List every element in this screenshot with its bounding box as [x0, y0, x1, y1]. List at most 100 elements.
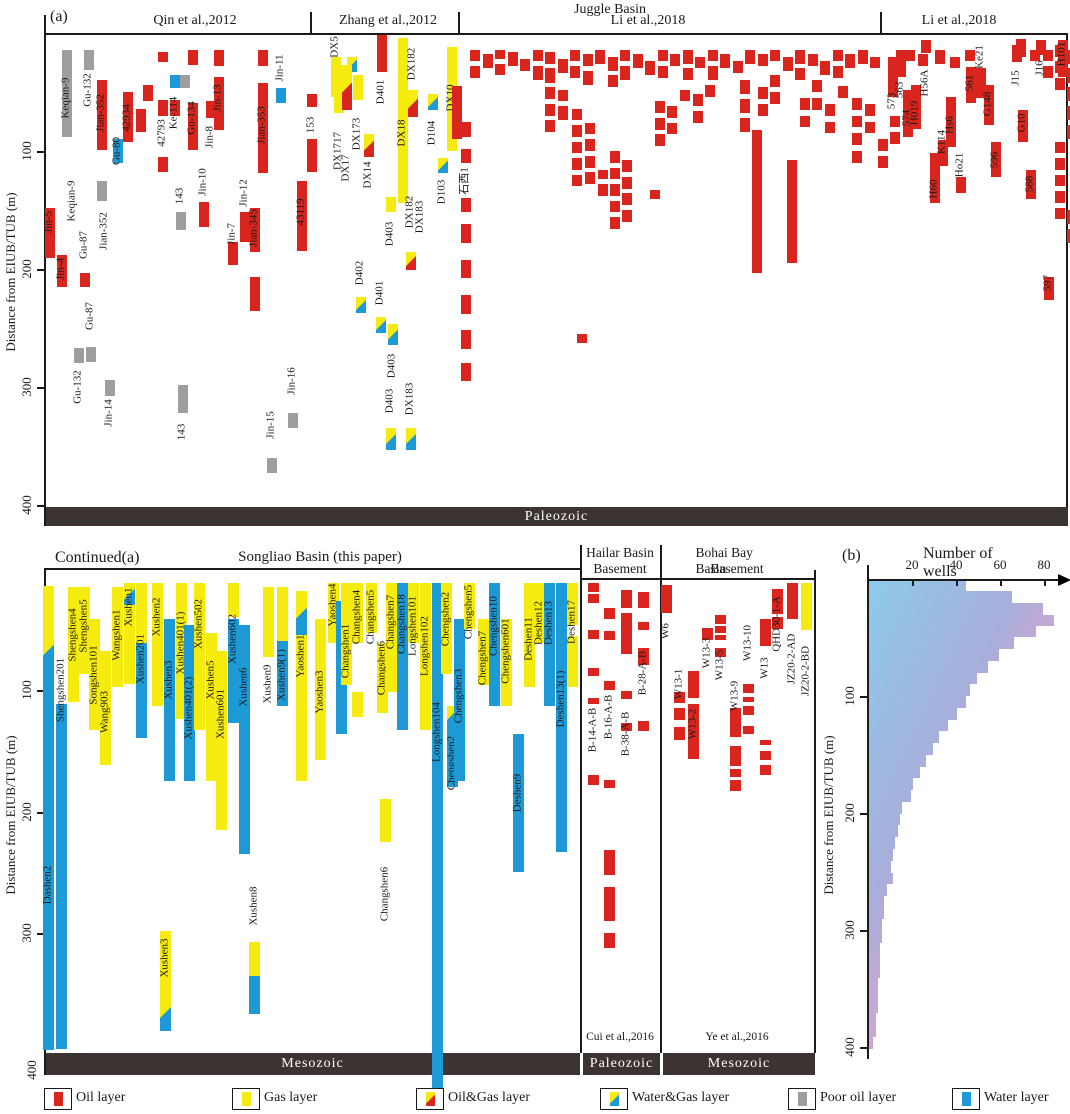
well-label: Wangshen1 — [110, 609, 123, 661]
well-label: H60 — [927, 179, 940, 199]
well-label: Longshen104 — [430, 702, 443, 763]
well-label: D403 — [383, 221, 396, 246]
hist-bar-mask — [873, 1036, 1057, 1050]
well-label: Xushen1 — [122, 587, 135, 627]
scatter-bar — [708, 49, 718, 62]
legend-swatch-bar-p — [797, 1092, 807, 1106]
well-bar — [86, 346, 96, 363]
well-label: Xushen602 — [226, 613, 239, 664]
scatter-bar — [533, 49, 543, 62]
well-bar — [307, 139, 317, 173]
well-bar — [352, 582, 363, 644]
scatter-bar — [585, 139, 595, 151]
well-bar — [84, 49, 94, 70]
scatter-bar — [667, 122, 677, 135]
well-label: Jin-14 — [102, 399, 115, 427]
well-label: Jin-15 — [264, 411, 277, 439]
well-bar — [743, 683, 754, 694]
well-bar — [556, 582, 567, 852]
well-label: Yaoshen1 — [294, 634, 307, 678]
well-bar — [136, 643, 147, 739]
well-bar — [341, 582, 352, 685]
well-label: DX173 — [350, 118, 363, 151]
panel-b-y-tick — [37, 689, 45, 692]
legend-swatch-p — [788, 1088, 816, 1110]
panel-b-y-tick — [37, 933, 45, 936]
paleozoic-strip-hailar-label: Paleozoic — [589, 1056, 654, 1071]
hist-bar-mask — [957, 707, 1057, 721]
well-label: Gu-134 — [185, 101, 198, 135]
legend-swatch-bar-wg — [609, 1092, 619, 1106]
mesozoic-strip-songliao-label: Mesozoic — [281, 1056, 344, 1071]
well-bar — [258, 49, 268, 67]
scatter-bar — [733, 61, 743, 74]
hist-bar-mask — [877, 1001, 1057, 1015]
well-label: 43119 — [294, 198, 307, 226]
scatter-bar — [658, 66, 668, 78]
well-bar — [97, 80, 107, 150]
scatter-bar — [758, 54, 768, 67]
scatter-bar — [483, 54, 493, 69]
paleozoic-strip-label: Paleozoic — [524, 508, 589, 524]
well-label: Jin-7 — [225, 222, 238, 245]
well-label: Jin-10 — [196, 167, 209, 196]
well-bar — [74, 348, 84, 364]
well-label: Gu-87 — [83, 302, 96, 331]
panel-a-y-axis — [44, 15, 46, 526]
scatter-bar — [670, 54, 680, 67]
well-bar — [604, 631, 615, 640]
legend-swatch-bar-w — [961, 1092, 971, 1106]
scatter-bar — [658, 49, 668, 62]
legend-swatch-wg — [600, 1088, 628, 1110]
scatter-bar — [878, 139, 888, 151]
well-label: Hs6 — [943, 116, 956, 134]
well-bar — [461, 294, 471, 314]
legend-swatch-bar-o — [53, 1092, 63, 1106]
panel-a-y-tick-label: 200 — [19, 259, 34, 279]
legend-label: Gas layer — [264, 1090, 318, 1105]
scatter-bar — [695, 56, 705, 69]
well-bar — [240, 212, 250, 242]
well-bar — [297, 180, 307, 252]
bohai-citation: Ye et al.,2016 — [705, 1031, 769, 1043]
scatter-bar — [1067, 125, 1070, 140]
well-bar — [743, 705, 754, 716]
well-label: Chengshen601 — [499, 618, 512, 684]
well-bar — [938, 140, 948, 167]
panel-a-tag: (a) — [50, 8, 68, 25]
panel-a-y-tick — [37, 269, 45, 271]
well-label: Keqian-9 — [59, 77, 72, 119]
well-label: Shengshen201 — [54, 657, 67, 722]
well-label: Deshen13 — [542, 600, 555, 645]
hist-bar-mask — [948, 719, 1057, 733]
well-bar — [461, 198, 471, 213]
well-bar — [160, 930, 171, 995]
well-bar — [1058, 40, 1068, 77]
well-bar — [347, 56, 357, 72]
well-bar — [903, 89, 913, 137]
well-bar — [702, 627, 713, 640]
well-bar — [441, 582, 452, 674]
well-bar — [184, 625, 195, 782]
scatter-bar — [825, 121, 835, 134]
panel-a-section-label: Li et al.,2018 — [610, 13, 686, 28]
panel-c-y-tick-label: 400 — [842, 1037, 857, 1057]
well-label: Deshen9 — [511, 773, 524, 813]
well-bar — [45, 207, 55, 259]
well-label: 153 — [304, 116, 317, 134]
hailar-title-line2: Basement — [593, 561, 647, 576]
well-label: Gu-87 — [77, 231, 90, 260]
well-label: 143 — [175, 423, 188, 441]
panel-c-y-axis — [867, 565, 869, 1059]
well-label: Jin-4 — [54, 258, 67, 280]
well-bar — [1044, 277, 1054, 300]
panel-c-x-tick-label: 80 — [1037, 557, 1051, 572]
well-bar — [228, 241, 238, 266]
hailar-left-border — [580, 545, 582, 1053]
well-bar — [388, 324, 398, 345]
well-bar — [176, 582, 187, 719]
well-bar — [447, 705, 458, 723]
scatter-bar — [572, 125, 582, 137]
scatter-bar — [825, 103, 835, 116]
well-label: Dashen2 — [41, 865, 54, 904]
